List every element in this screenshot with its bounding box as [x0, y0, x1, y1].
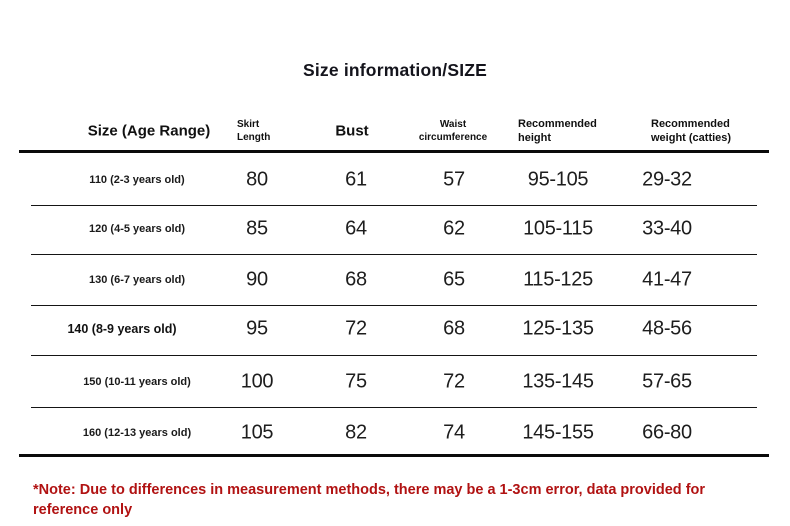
column-header-recommended-weight: Recommended weight (catties): [651, 118, 732, 144]
bust-value: 64: [345, 217, 367, 240]
waist-value: 57: [443, 168, 465, 191]
weight-value: 41-47: [642, 268, 692, 291]
row-divider-line: [31, 354, 757, 356]
height-value: 125-135: [522, 317, 594, 340]
size-label: 140 (8-9 years old): [67, 322, 177, 336]
skirt-length-value: 100: [240, 370, 274, 393]
waist-value: 65: [443, 268, 465, 291]
column-header-bust: Bust: [335, 122, 369, 140]
skirt-length-value: 95: [246, 317, 268, 340]
height-value: 145-155: [522, 421, 594, 444]
size-label: 130 (6-7 years old): [89, 274, 185, 286]
bust-value: 72: [345, 317, 367, 340]
weight-value: 57-65: [642, 370, 692, 393]
weight-value: 48-56: [642, 317, 692, 340]
bust-value: 82: [345, 421, 367, 444]
table-bottom-line: [19, 454, 769, 457]
size-label: 110 (2-3 years old): [89, 174, 185, 186]
column-header-recommended-height: Recommended height: [518, 118, 597, 144]
size-label: 120 (4-5 years old): [89, 223, 185, 235]
column-header-skirt-length: Skirt Length: [237, 119, 271, 143]
measurement-note: *Note: Due to differences in measurement…: [33, 482, 706, 518]
row-divider-line: [31, 204, 757, 206]
weight-value: 29-32: [642, 168, 692, 191]
waist-value: 62: [443, 217, 465, 240]
row-divider-line: [31, 304, 757, 306]
header-divider-line: [19, 150, 769, 153]
size-label: 150 (10-11 years old): [83, 376, 191, 388]
page-title: Size information/SIZE: [302, 60, 488, 80]
column-header-waist-circumference: Waist circumference: [418, 119, 488, 143]
skirt-length-value: 80: [246, 168, 268, 191]
waist-value: 74: [443, 421, 465, 444]
skirt-length-value: 85: [246, 217, 268, 240]
size-label: 160 (12-13 years old): [82, 427, 192, 439]
waist-value: 72: [443, 370, 465, 393]
column-header-size-age-range: Size (Age Range): [87, 122, 211, 140]
skirt-length-value: 90: [246, 268, 268, 291]
bust-value: 68: [345, 268, 367, 291]
row-divider-line: [31, 406, 757, 408]
waist-value: 68: [443, 317, 465, 340]
skirt-length-value: 105: [240, 421, 274, 444]
row-divider-line: [31, 253, 757, 255]
height-value: 105-115: [523, 217, 593, 240]
bust-value: 61: [345, 168, 367, 191]
weight-value: 33-40: [642, 217, 692, 240]
height-value: 95-105: [527, 168, 589, 191]
bust-value: 75: [345, 370, 367, 393]
weight-value: 66-80: [642, 421, 692, 444]
height-value: 135-145: [522, 370, 594, 393]
height-value: 115-125: [523, 268, 593, 291]
